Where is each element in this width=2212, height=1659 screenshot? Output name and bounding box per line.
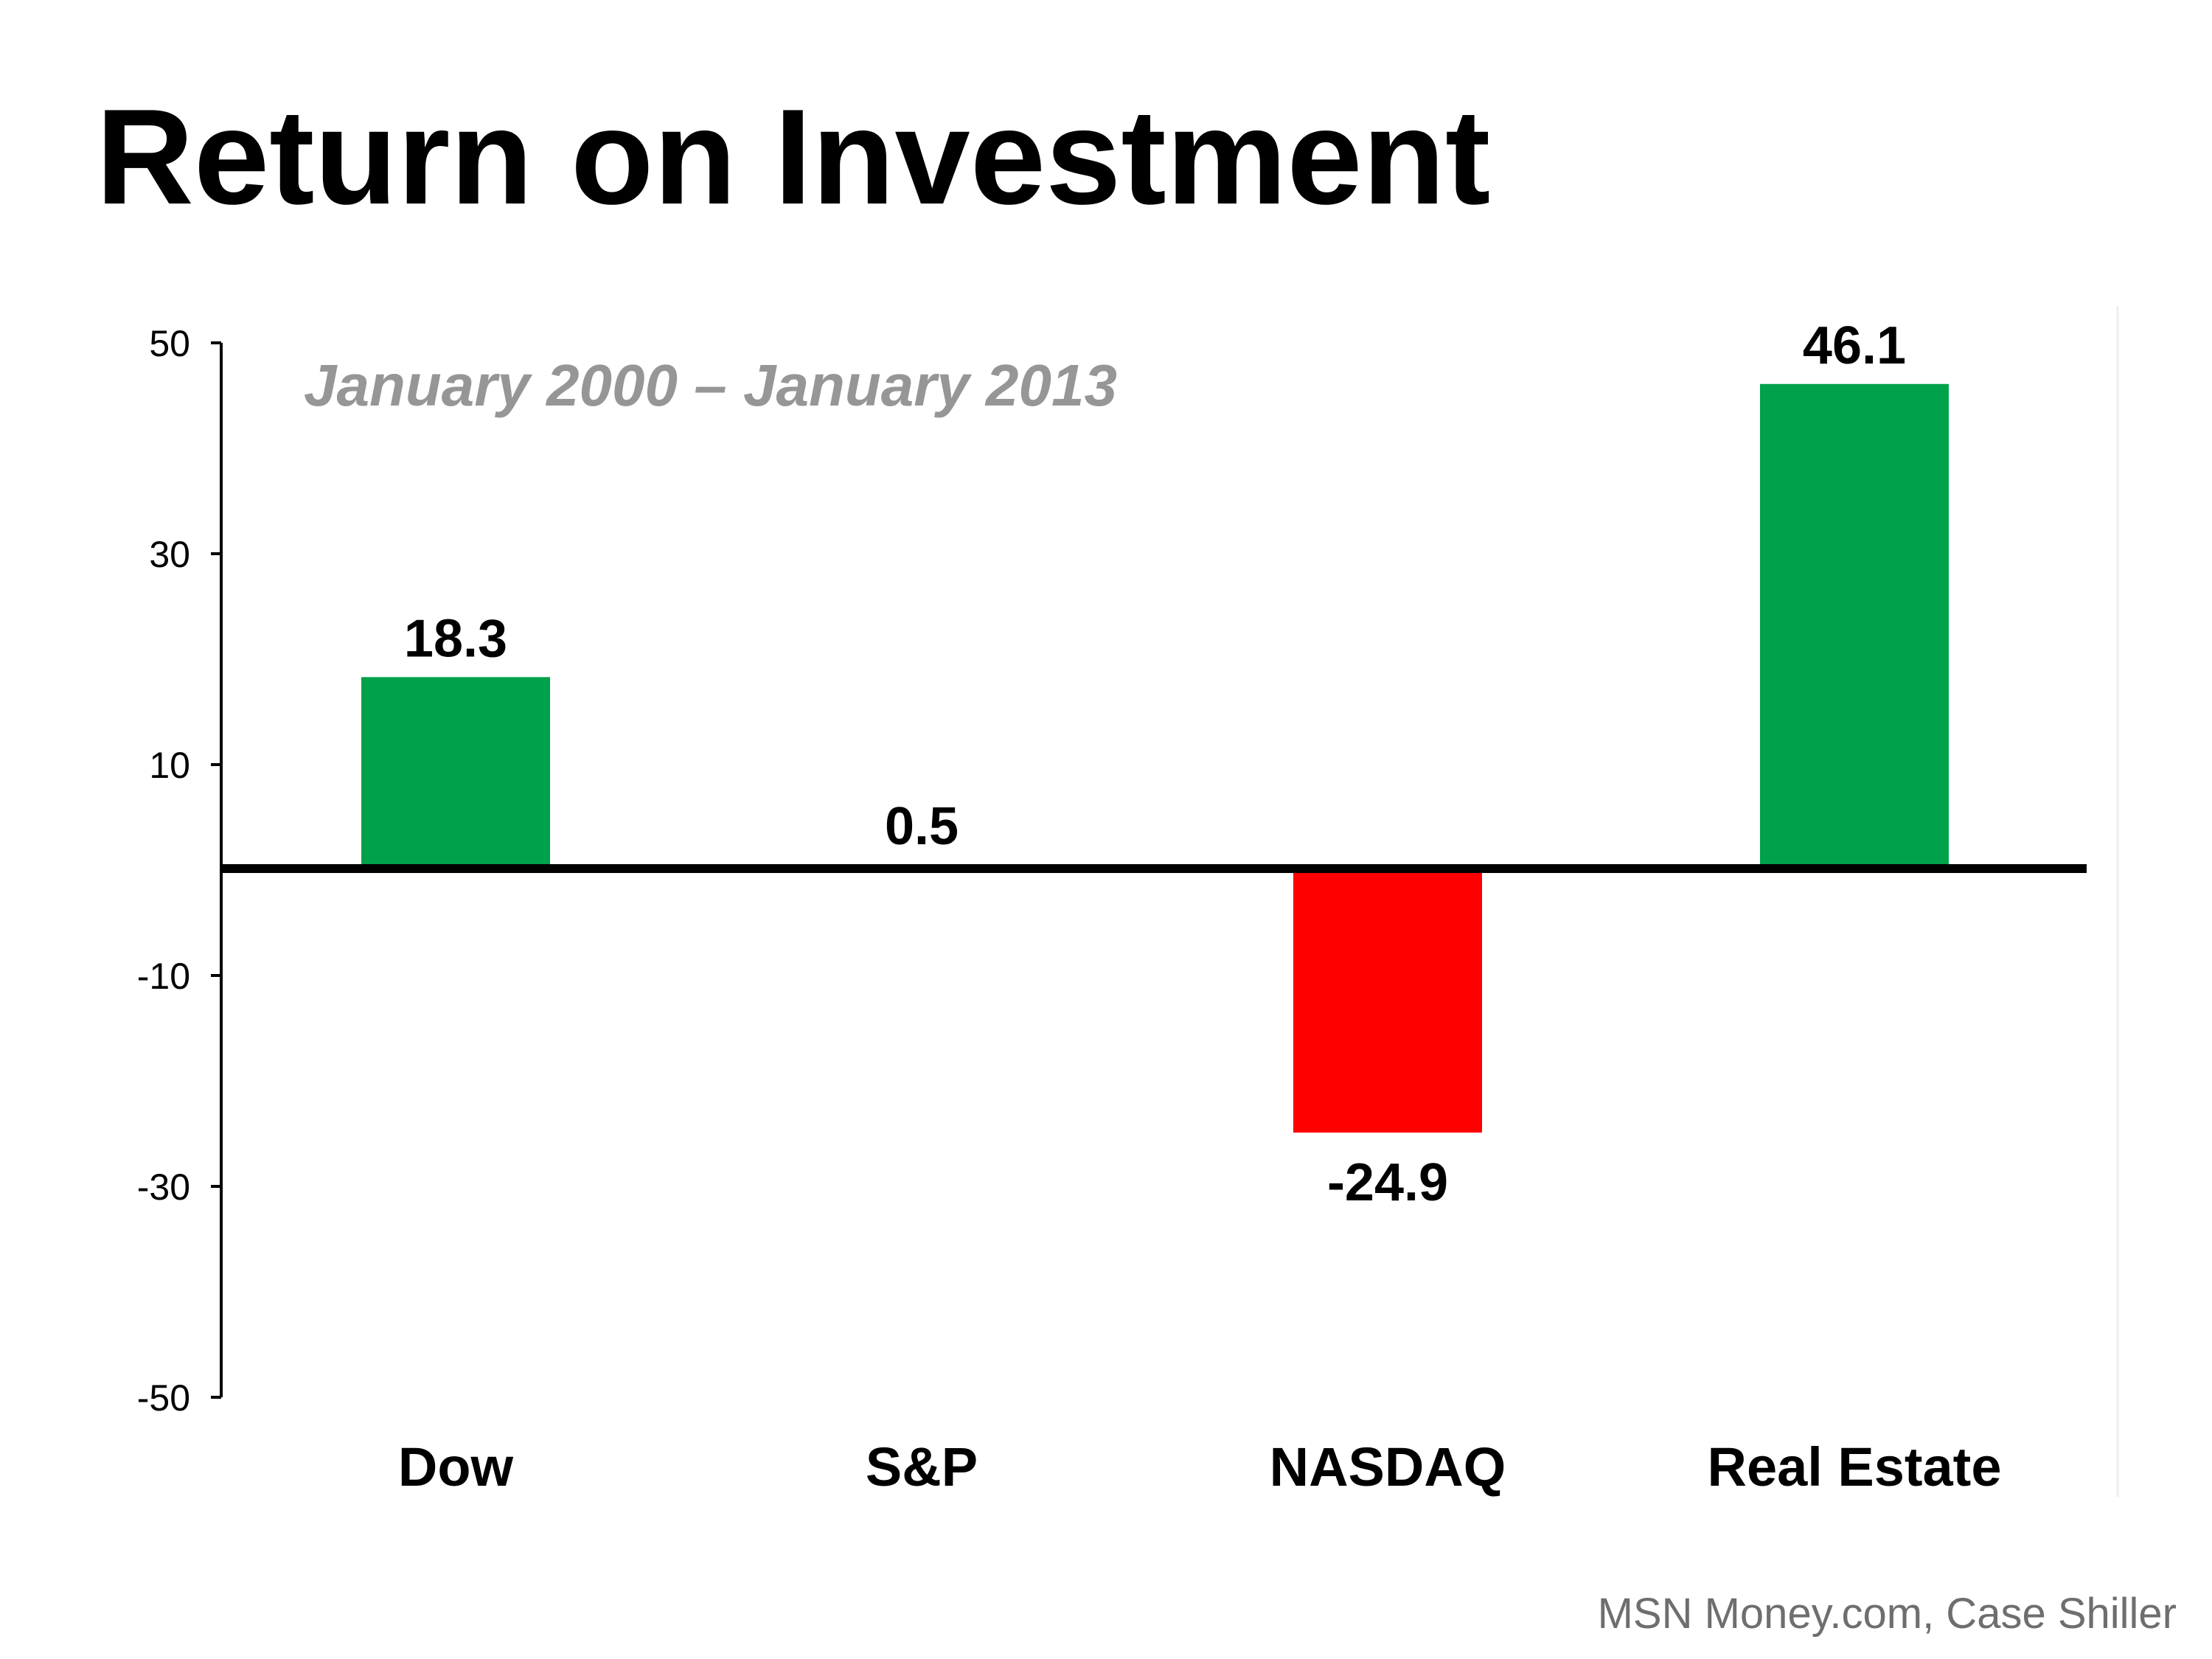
category-label: S&P <box>866 1436 978 1498</box>
y-tick-label: -10 <box>137 956 190 997</box>
bar <box>1293 870 1482 1133</box>
y-tick-label: 10 <box>149 745 190 786</box>
chart-title: Return on Investment <box>96 80 1491 232</box>
data-label: 0.5 <box>885 797 959 856</box>
category-label: NASDAQ <box>1270 1436 1506 1498</box>
category-label: Dow <box>398 1436 514 1498</box>
bar <box>1760 383 1949 870</box>
data-label: -24.9 <box>1327 1153 1448 1212</box>
y-tick-label: 30 <box>149 534 190 575</box>
data-label: 18.3 <box>404 609 507 668</box>
source-note: MSN Money.com, Case Shiller <box>1597 1590 2177 1638</box>
y-tick-label: 50 <box>149 323 190 364</box>
y-tick-label: -30 <box>137 1166 190 1208</box>
y-tick-label: -50 <box>137 1377 190 1419</box>
bar <box>361 677 550 870</box>
category-label: Real Estate <box>1708 1436 2002 1498</box>
chart-subtitle: January 2000 – January 2013 <box>304 352 1117 418</box>
data-label: 46.1 <box>1803 316 1906 375</box>
